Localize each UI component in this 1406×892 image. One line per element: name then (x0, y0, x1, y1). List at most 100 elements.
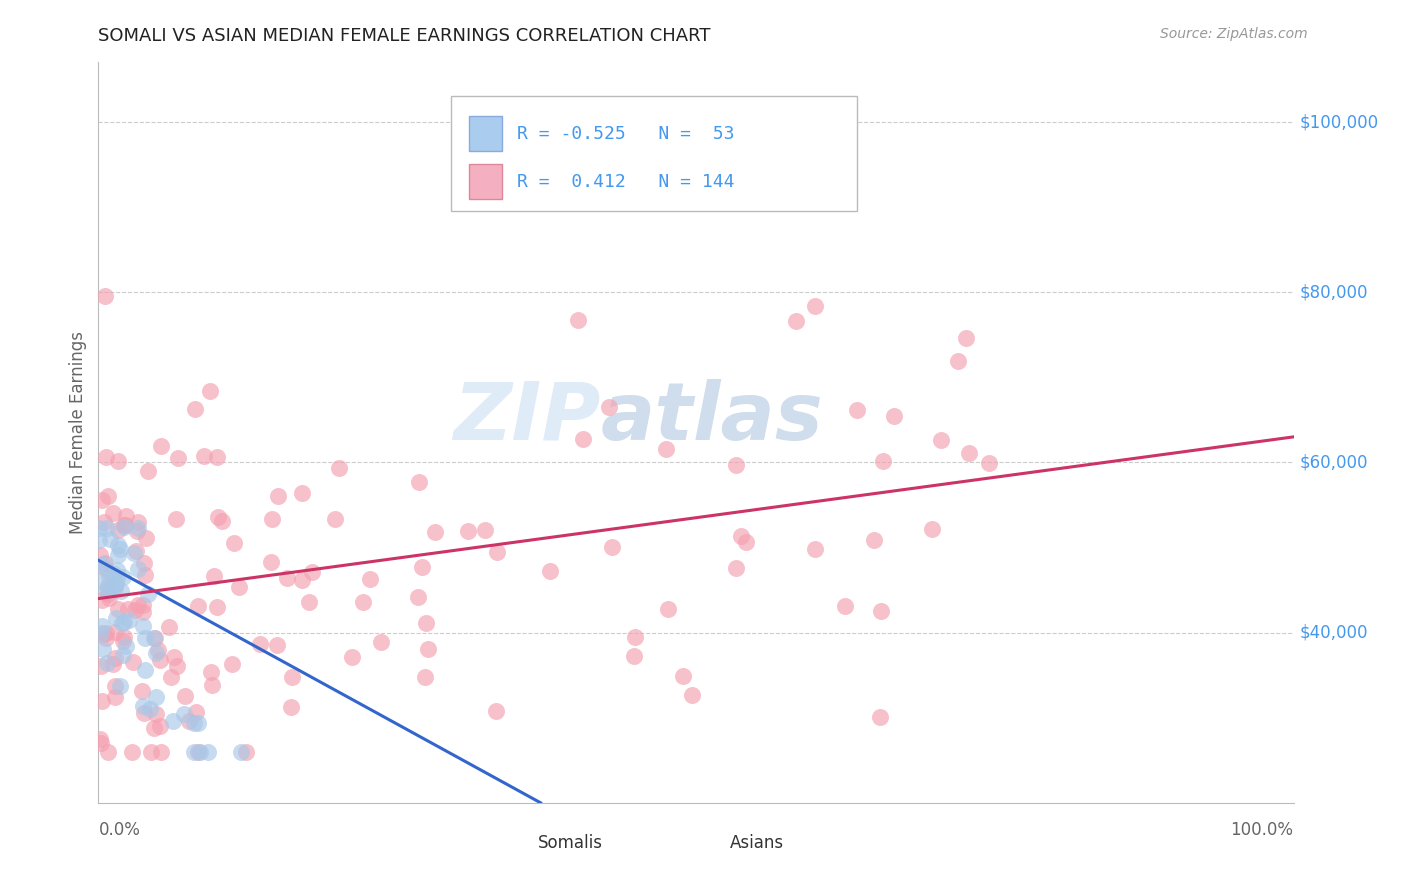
Point (94, 450, 117, 464)
Point (107, 524, 129, 538)
Point (138, 587, 160, 601)
Point (202, 569, 225, 583)
Point (567, 313, 589, 327)
Point (485, 704, 508, 718)
Text: $80,000: $80,000 (1299, 283, 1368, 301)
Point (143, 631, 166, 645)
Point (173, 689, 195, 703)
Point (165, 512, 187, 526)
Point (118, 613, 141, 627)
Point (103, 625, 125, 640)
Point (134, 631, 156, 645)
Point (112, 630, 135, 644)
Point (97, 745, 120, 759)
Point (200, 678, 222, 692)
Point (135, 532, 157, 546)
Point (150, 439, 173, 453)
Point (148, 718, 170, 732)
Point (598, 401, 620, 415)
Point (188, 745, 211, 759)
Point (121, 655, 143, 669)
Point (145, 707, 167, 722)
Text: R =  0.412   N = 144: R = 0.412 N = 144 (517, 173, 734, 191)
Point (101, 506, 124, 520)
Point (266, 638, 288, 652)
Point (872, 454, 894, 468)
Point (457, 524, 479, 539)
Point (280, 699, 302, 714)
Point (187, 715, 209, 730)
Text: ZIP: ZIP (453, 379, 600, 457)
Point (90, 736, 112, 750)
Point (623, 648, 645, 663)
Point (183, 716, 205, 731)
Point (104, 679, 127, 693)
FancyBboxPatch shape (470, 116, 502, 152)
Point (724, 561, 747, 575)
Point (93, 627, 115, 641)
Point (946, 353, 969, 368)
Point (132, 598, 155, 612)
Point (406, 590, 429, 604)
Point (96, 582, 118, 597)
Point (869, 710, 891, 724)
Point (198, 384, 221, 399)
Point (89, 520, 111, 534)
Point (91, 619, 114, 633)
Point (725, 458, 748, 472)
Point (955, 331, 977, 345)
Point (655, 442, 678, 456)
Point (97, 489, 120, 503)
Point (112, 633, 135, 648)
Point (146, 642, 169, 657)
Point (193, 449, 215, 463)
Point (98, 591, 121, 605)
Point (301, 565, 323, 579)
Point (846, 402, 869, 417)
Point (145, 690, 167, 704)
Point (150, 745, 173, 759)
Text: Source: ZipAtlas.com: Source: ZipAtlas.com (1160, 27, 1308, 41)
Point (486, 545, 509, 559)
Point (98, 569, 121, 583)
Point (94, 631, 117, 645)
Point (281, 670, 304, 684)
Point (977, 456, 1000, 470)
Point (179, 714, 201, 728)
Point (90, 659, 112, 673)
Point (834, 599, 856, 614)
Point (127, 524, 149, 538)
Point (89, 549, 111, 563)
Point (89, 732, 111, 747)
Point (96, 521, 118, 535)
Point (124, 602, 146, 616)
Point (207, 509, 229, 524)
Point (138, 464, 160, 478)
Point (474, 523, 496, 537)
Point (411, 560, 433, 574)
Text: 100.0%: 100.0% (1230, 822, 1294, 839)
Text: Somalis: Somalis (538, 834, 603, 852)
Point (408, 475, 430, 490)
Text: $40,000: $40,000 (1299, 624, 1368, 641)
Text: $60,000: $60,000 (1299, 453, 1368, 471)
Point (110, 583, 132, 598)
Point (90, 694, 112, 708)
FancyBboxPatch shape (696, 831, 723, 855)
Point (162, 714, 184, 728)
Text: Asians: Asians (730, 834, 783, 852)
Point (127, 515, 149, 529)
Point (90, 592, 112, 607)
Point (184, 402, 207, 417)
Point (657, 602, 679, 616)
Point (104, 580, 127, 594)
Text: SOMALI VS ASIAN MEDIAN FEMALE EARNINGS CORRELATION CHART: SOMALI VS ASIAN MEDIAN FEMALE EARNINGS C… (98, 27, 711, 45)
Point (115, 639, 138, 653)
Point (132, 605, 155, 619)
Point (115, 509, 138, 524)
Point (671, 668, 693, 682)
Point (134, 706, 156, 720)
Point (87, 533, 110, 548)
Point (921, 522, 943, 536)
Point (166, 659, 188, 673)
